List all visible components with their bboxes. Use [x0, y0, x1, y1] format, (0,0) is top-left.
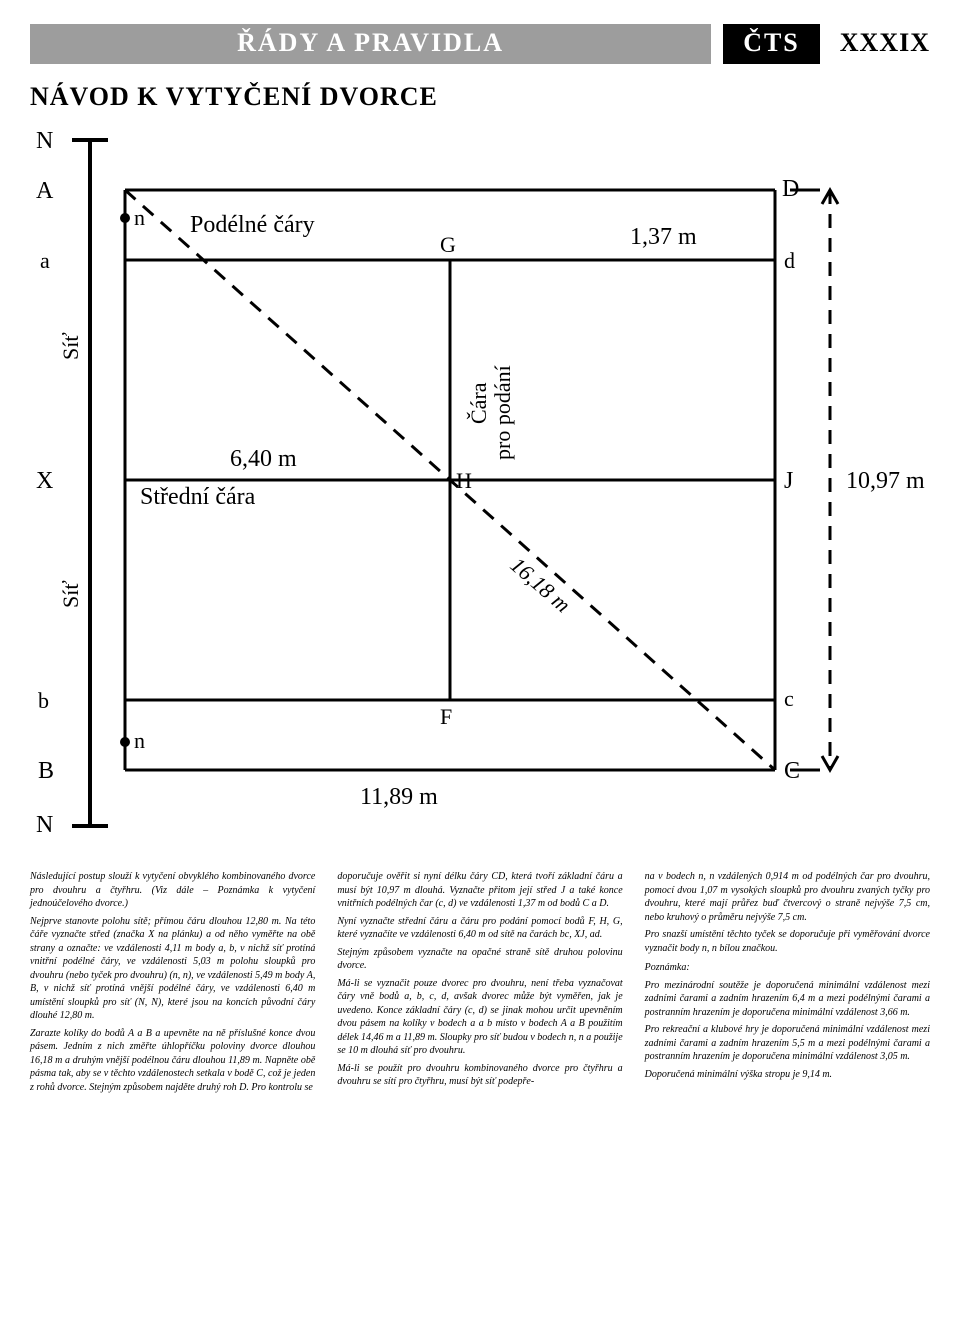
dim-1097: 10,97 m	[846, 468, 925, 495]
label-b: b	[38, 688, 49, 714]
p-c2-3: Má-li se vyznačit pouze dvorec pro dvouh…	[337, 977, 622, 1058]
note-2: Doporučená minimální výška stropu je 9,1…	[645, 1068, 930, 1082]
body-col-2: doporučuje ověřit si nyní délku čáry CD,…	[337, 870, 622, 1098]
header-cts-badge: ČTS	[723, 24, 820, 64]
p-c3-0: na v bodech n, n vzdálených 0,914 m od p…	[645, 870, 930, 924]
p-c2-1: Nyní vyznačte střední čáru a čáru pro po…	[337, 915, 622, 942]
label-c: c	[784, 686, 794, 712]
p-c1-2: Zarazte kolíky do bodů A a B a upevněte …	[30, 1027, 315, 1095]
label-B: B	[38, 758, 54, 785]
label-X: X	[36, 468, 53, 495]
header-row: ŘÁDY A PRAVIDLA ČTS XXXIX	[30, 24, 930, 64]
label-N-top: N	[36, 128, 53, 155]
label-G: G	[440, 232, 456, 258]
body-col-1: Následující postup slouží k vytyčení obv…	[30, 870, 315, 1098]
p-c3-1: Pro snazší umístění těchto tyček se dopo…	[645, 928, 930, 955]
dim-1189: 11,89 m	[360, 784, 438, 811]
note-title: Poznámka:	[645, 961, 930, 975]
label-a: a	[40, 248, 50, 274]
dim-137: 1,37 m	[630, 224, 697, 251]
label-cara1: Čára	[466, 382, 492, 424]
label-sit-top: Síť	[58, 332, 84, 360]
p-c1-1: Nejprve stanovte polohu sítě; přímou čár…	[30, 915, 315, 1023]
label-podelne: Podélné čáry	[190, 212, 315, 239]
label-D: D	[782, 176, 799, 203]
label-F: F	[440, 704, 452, 730]
page-subtitle: NÁVOD K VYTYČENÍ DVORCE	[30, 82, 930, 112]
label-cara2: pro podání	[490, 365, 516, 460]
dim-640: 6,40 m	[230, 446, 297, 473]
label-sit-bot: Síť	[58, 580, 84, 608]
body-text-columns: Následující postup slouží k vytyčení obv…	[30, 870, 930, 1098]
label-N-bot: N	[36, 812, 53, 839]
p-c2-4: Má-li se použít pro dvouhru kombinovanéh…	[337, 1062, 622, 1089]
label-C: C	[784, 758, 800, 785]
label-J: J	[784, 468, 793, 495]
p-c2-0: doporučuje ověřit si nyní délku čáry CD,…	[337, 870, 622, 911]
label-A: A	[36, 178, 53, 205]
header-main-title: ŘÁDY A PRAVIDLA	[30, 24, 711, 64]
label-n-top: n	[134, 205, 145, 231]
note-1: Pro rekreační a klubové hry je doporučen…	[645, 1023, 930, 1064]
label-H: H	[456, 468, 472, 494]
body-col-3: na v bodech n, n vzdálených 0,914 m od p…	[645, 870, 930, 1098]
p-c2-2: Stejným způsobem vyznačte na opačné stra…	[337, 946, 622, 973]
p-c1-0: Následující postup slouží k vytyčení obv…	[30, 870, 315, 911]
label-d: d	[784, 248, 795, 274]
note-0: Pro mezinárodní soutěže je doporučená mi…	[645, 979, 930, 1020]
label-stredni: Střední čára	[140, 484, 255, 511]
court-diagram: N A a X b B N n n Síť Síť D d J c C G H …	[30, 120, 930, 860]
label-n-bot: n	[134, 728, 145, 754]
header-page-number: XXXIX	[832, 24, 930, 64]
